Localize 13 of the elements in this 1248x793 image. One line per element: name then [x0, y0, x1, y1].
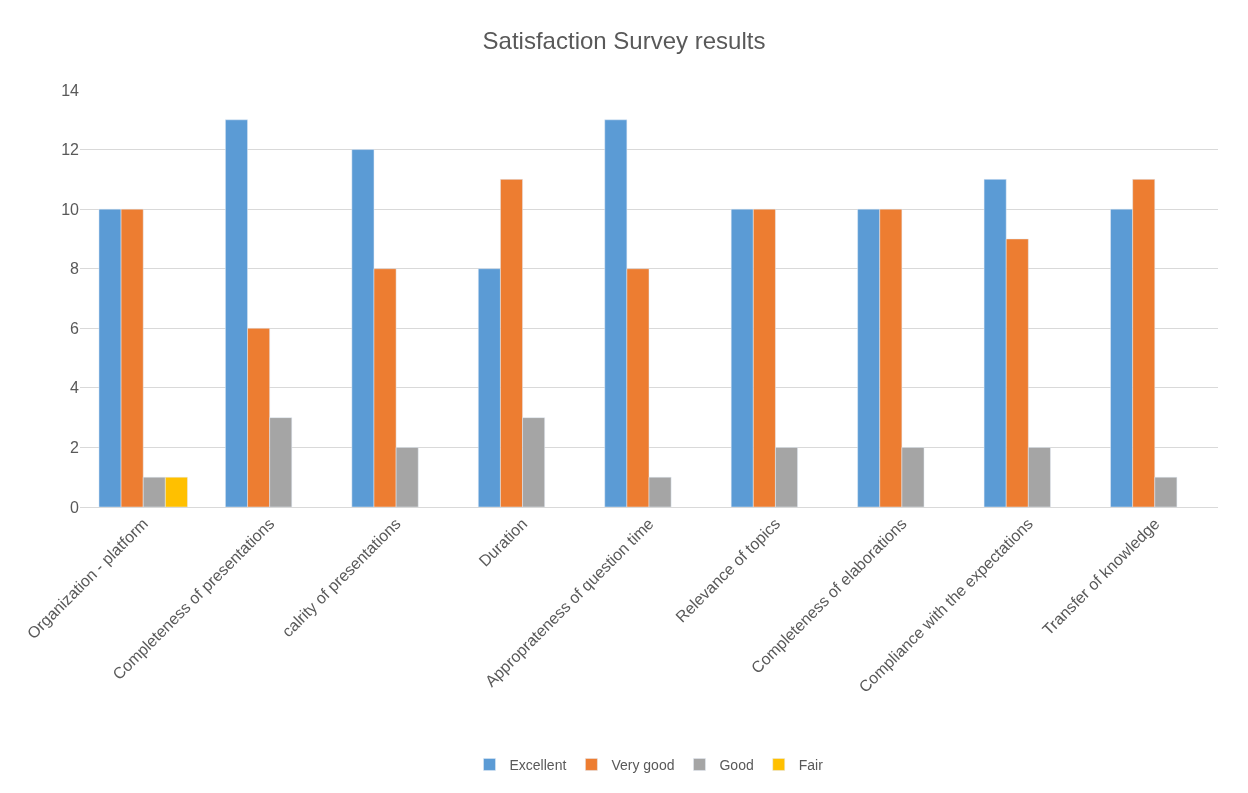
y-tick-label: 0: [70, 498, 80, 516]
legend-label: Very good: [611, 756, 675, 773]
y-tick-label: 2: [70, 439, 80, 457]
legend-label: Excellent: [509, 756, 567, 773]
y-tick-label: 12: [61, 141, 80, 159]
y-tick-label: 4: [70, 379, 80, 397]
legend-label: Good: [719, 756, 754, 773]
legend-label: Fair: [798, 756, 824, 773]
y-tick-label: 14: [61, 81, 80, 99]
y-tick-label: 10: [61, 200, 80, 218]
y-tick-label: 6: [70, 319, 80, 337]
chart-title: Satisfaction Survey results: [482, 26, 766, 54]
y-tick-label: 8: [70, 260, 80, 278]
